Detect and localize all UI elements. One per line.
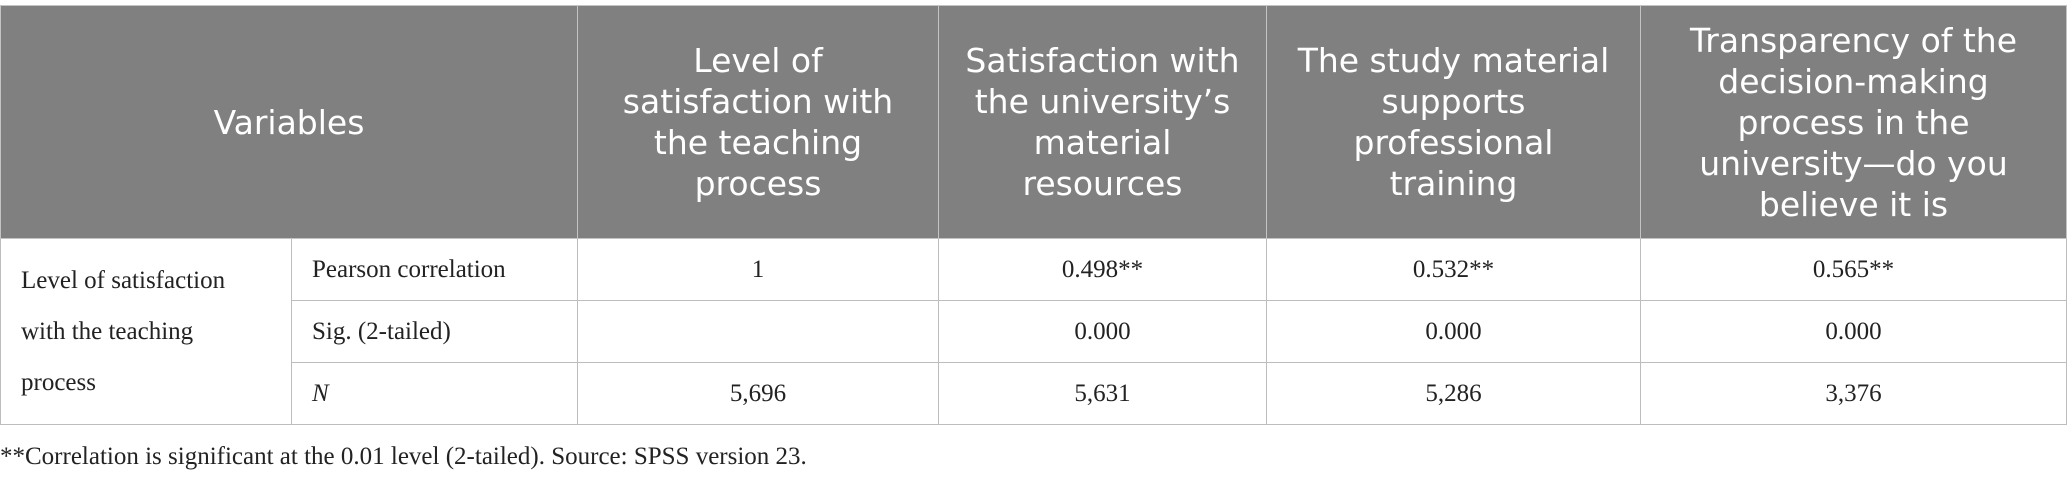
table-cell (577, 300, 939, 363)
header-col-teaching-satisfaction: Level of satisfaction with the teaching … (577, 5, 939, 239)
table-cell: 1 (577, 238, 939, 301)
header-col-study-material: The study material supports professional… (1266, 5, 1641, 239)
table-cell: 0.000 (938, 300, 1267, 363)
correlation-table: Variables Level of satisfaction with the… (0, 5, 2067, 425)
header-col-material-resources: Satisfaction with the university’s mater… (938, 5, 1267, 239)
header-variables: Variables (0, 5, 578, 239)
table-cell: 5,286 (1266, 362, 1641, 425)
stat-label: Sig. (2-tailed) (291, 300, 578, 363)
table-cell: 0.565** (1640, 238, 2067, 301)
table-row: N 5,696 5,631 5,286 3,376 (1, 362, 2067, 425)
table-cell: 0.532** (1266, 238, 1641, 301)
table-cell: 0.498** (938, 238, 1267, 301)
table-cell: 0.000 (1640, 300, 2067, 363)
stat-label: Pearson correlation (291, 238, 578, 301)
row-group-label: Level of satisfaction with the teaching … (0, 238, 292, 425)
table-row: Level of satisfaction with the teaching … (0, 238, 2067, 425)
table-cell: 5,696 (577, 362, 939, 425)
table-row: Sig. (2-tailed) 0.000 0.000 0.000 (1, 300, 2067, 363)
stat-label: N (291, 362, 578, 425)
header-col-transparency: Transparency of the decision-making proc… (1640, 5, 2067, 239)
table-cell: 0.000 (1266, 300, 1641, 363)
header-row: Variables Level of satisfaction with the… (0, 5, 2067, 239)
table-footnote: **Correlation is significant at the 0.01… (0, 443, 807, 470)
table-cell: 3,376 (1640, 362, 2067, 425)
table-cell: 5,631 (938, 362, 1267, 425)
stat-label-text: N (312, 379, 329, 407)
